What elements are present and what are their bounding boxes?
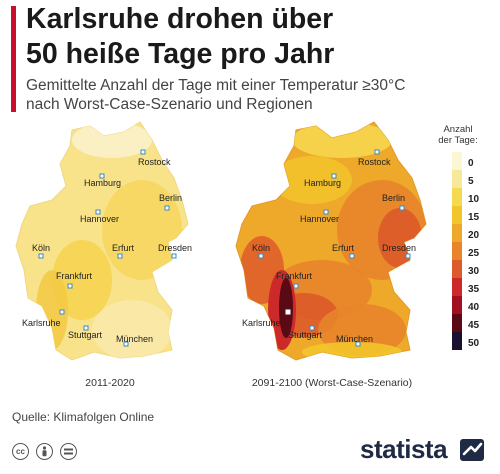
legend-swatch: [452, 224, 462, 242]
city-markers-right: Rostock Hamburg Berlin Hannover Köln Erf…: [242, 149, 416, 347]
legend-swatch: [452, 314, 462, 332]
city-label: Stuttgart: [68, 330, 103, 340]
city-label: Köln: [32, 243, 50, 253]
legend-label: 0: [468, 158, 474, 169]
city-label: Erfurt: [112, 243, 135, 253]
legend-swatch: [452, 278, 462, 296]
statista-logo-icon: [460, 439, 484, 461]
city-label: Rostock: [358, 157, 391, 167]
city-label: Karlsruhe: [22, 318, 61, 328]
legend-label: 30: [468, 266, 480, 277]
map-caption-right: 2091-2100 (Worst-Case-Szenario): [251, 377, 413, 389]
legend-label: 20: [468, 230, 480, 241]
legend-title-line-2: der Tage:: [438, 135, 478, 146]
city-label: München: [116, 334, 153, 344]
legend-swatch: [452, 206, 462, 224]
legend-label: 40: [468, 302, 480, 313]
legend-label: 15: [468, 212, 480, 223]
legend-swatch: [452, 170, 462, 188]
brand-wordmark: statista: [360, 434, 448, 464]
title-line-1: Karlsruhe drohen über: [26, 3, 334, 35]
title-line-2: 50 heiße Tage pro Jahr: [26, 38, 335, 70]
legend-label: 10: [468, 194, 480, 205]
subtitle-line-2: nach Worst-Case-Szenario und Regionen: [26, 96, 313, 113]
subtitle-line-1: Gemittelte Anzahl der Tage mit einer Tem…: [26, 77, 406, 94]
accent-bar: [11, 6, 16, 112]
heat-patches-right: [240, 122, 426, 360]
city-label: Frankfurt: [276, 271, 313, 281]
city-label: Berlin: [382, 193, 405, 203]
legend-label: 35: [468, 284, 480, 295]
legend-swatch: [452, 260, 462, 278]
city-label: Erfurt: [332, 243, 355, 253]
equals-glyph: [64, 448, 73, 455]
legend-title-line-1: Anzahl: [443, 124, 473, 135]
city-label: Hannover: [80, 214, 119, 224]
legend-swatch: [452, 332, 462, 350]
germany-map-left: Rostock Hamburg Berlin Hannover Köln Erf…: [15, 121, 192, 361]
cc-icon[interactable]: cc: [12, 443, 29, 460]
legend-label: 25: [468, 248, 480, 259]
city-label: Stuttgart: [288, 330, 323, 340]
city-label: Hannover: [300, 214, 339, 224]
city-label: Rostock: [138, 157, 171, 167]
legend-label: 50: [468, 338, 480, 349]
source-note: Quelle: Klimafolgen Online: [12, 410, 155, 424]
legend-label: 45: [468, 320, 480, 331]
city-label: Karlsruhe: [242, 318, 281, 328]
by-icon[interactable]: [36, 443, 53, 460]
germany-map-right: Rostock Hamburg Berlin Hannover Köln Erf…: [235, 121, 427, 361]
city-label: Berlin: [159, 193, 182, 203]
person-glyph: [42, 446, 47, 457]
city-label: Dresden: [158, 243, 192, 253]
legend-label: 5: [468, 176, 474, 187]
map-caption-left: 2011-2020: [85, 377, 135, 389]
legend-swatch: [452, 242, 462, 260]
page-title: Karlsruhe drohen über 50 heiße Tage pro …: [26, 2, 334, 72]
legend-swatch: [452, 152, 462, 170]
map-2011-2020: Rostock Hamburg Berlin Hannover Köln Erf…: [12, 120, 192, 372]
equals-icon[interactable]: [60, 443, 77, 460]
city-label: Dresden: [382, 243, 416, 253]
city-label: Hamburg: [304, 178, 341, 188]
legend-swatch: [452, 188, 462, 206]
city-label: Hamburg: [84, 178, 121, 188]
subtitle: Gemittelte Anzahl der Tage mit einer Tem…: [26, 76, 405, 114]
city-label: Köln: [252, 243, 270, 253]
legend-swatch: [452, 296, 462, 314]
city-markers-left: Rostock Hamburg Berlin Hannover Köln Erf…: [22, 149, 192, 347]
city-label: München: [336, 334, 373, 344]
city-label: Frankfurt: [56, 271, 93, 281]
map-2091-2100: Rostock Hamburg Berlin Hannover Köln Erf…: [232, 120, 432, 372]
legend-title: Anzahl der Tage:: [432, 124, 484, 146]
